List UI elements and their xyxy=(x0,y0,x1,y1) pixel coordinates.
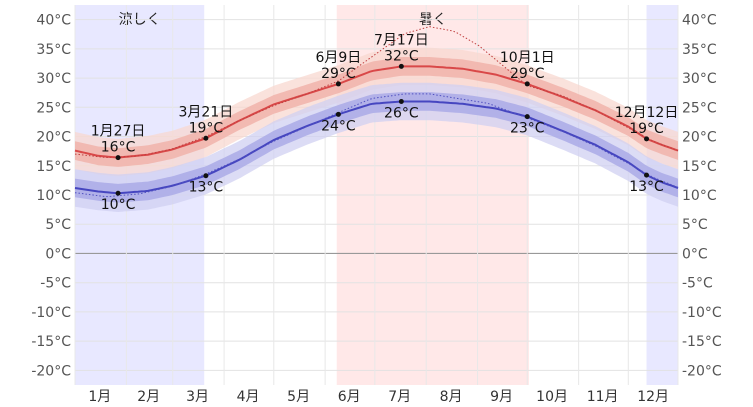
annotations: 1月27日16°C10°C3月21日19°C13°C6月9日29°C24°C7月… xyxy=(91,32,679,213)
axes: 40°C 40°C 35°C 35°C 30°C 30°C 25°C 25°C 20°C 20°C… xyxy=(31,13,722,405)
x-tick-month: 5月 xyxy=(287,389,310,405)
temperature-lines xyxy=(74,26,679,198)
annotation-date: 12月12日 xyxy=(615,105,679,121)
annotation-temp: 26°C xyxy=(384,105,419,121)
annotation-temp: 10°C xyxy=(101,197,136,213)
y-tick-left: 15°C xyxy=(36,159,71,175)
y-tick-left: 10°C xyxy=(36,188,71,204)
annotation-temp: 19°C xyxy=(189,120,224,136)
annotation-dot xyxy=(524,81,530,87)
y-tick-right: -5°C xyxy=(682,276,713,292)
y-tick-right: -10°C xyxy=(682,305,722,321)
y-tick-left: -20°C xyxy=(31,363,71,379)
x-tick-month: 10月 xyxy=(536,389,568,405)
annotation-temp: 13°C xyxy=(629,179,664,195)
x-tick-month: 3月 xyxy=(186,389,209,405)
annotation-dot xyxy=(398,63,404,69)
y-tick-left: 20°C xyxy=(36,130,71,146)
annotation-dot xyxy=(115,190,121,196)
y-tick-right: -15°C xyxy=(682,334,722,350)
x-tick-month: 12月 xyxy=(637,389,669,405)
annotation-temp: 24°C xyxy=(321,118,356,134)
annotation-date: 10月1日 xyxy=(500,50,555,66)
line-high xyxy=(74,65,679,159)
annotation-temp: 19°C xyxy=(629,121,664,137)
annotation-temp: 23°C xyxy=(510,121,545,137)
dotted-line-0 xyxy=(74,26,679,159)
y-tick-left: -15°C xyxy=(31,334,71,350)
annotation-temp: 32°C xyxy=(384,48,419,64)
y-tick-right: 5°C xyxy=(682,217,708,233)
y-tick-right: -20°C xyxy=(682,363,722,379)
y-tick-right: 25°C xyxy=(682,100,717,116)
y-tick-right: 20°C xyxy=(682,130,717,146)
y-tick-left: 35°C xyxy=(36,42,71,58)
annotation-date: 1月27日 xyxy=(91,124,146,140)
y-tick-right: 40°C xyxy=(682,13,717,29)
annotation-temp: 13°C xyxy=(189,180,224,196)
y-tick-left: 25°C xyxy=(36,100,71,116)
y-tick-left: 0°C xyxy=(45,246,71,262)
annotation-temp: 29°C xyxy=(321,66,356,82)
y-tick-left: 5°C xyxy=(45,217,71,233)
y-tick-right: 15°C xyxy=(682,159,717,175)
x-tick-month: 2月 xyxy=(137,389,160,405)
annotation-dot xyxy=(644,136,650,142)
x-tick-month: 6月 xyxy=(338,389,361,405)
annotation-dot xyxy=(335,81,341,87)
x-tick-month: 11月 xyxy=(587,389,619,405)
annotation-date: 6月9日 xyxy=(315,50,361,66)
annotation-dot xyxy=(524,114,530,120)
annotation-date: 3月21日 xyxy=(179,104,234,120)
x-tick-month: 7月 xyxy=(388,389,411,405)
annotation-temp: 16°C xyxy=(101,140,136,156)
annotation-dot xyxy=(203,173,209,179)
y-tick-right: 30°C xyxy=(682,71,717,87)
band-inner-low xyxy=(75,92,678,203)
y-tick-left: 30°C xyxy=(36,71,71,87)
annotation-dot xyxy=(115,155,121,161)
y-tick-left: 40°C xyxy=(36,13,71,29)
annotation-temp: 29°C xyxy=(510,66,545,82)
x-tick-month: 4月 xyxy=(237,389,260,405)
x-tick-month: 8月 xyxy=(440,389,463,405)
annotation-dot xyxy=(203,135,209,141)
y-tick-left: -10°C xyxy=(31,305,71,321)
annotation-dot xyxy=(335,111,341,117)
annotation-date: 7月17日 xyxy=(374,32,429,48)
y-tick-left: -5°C xyxy=(40,276,71,292)
y-tick-right: 0°C xyxy=(682,246,708,262)
x-tick-month: 9月 xyxy=(490,389,513,405)
annotation-dot xyxy=(644,172,650,178)
x-tick-month: 1月 xyxy=(88,389,111,405)
dotted-line-1 xyxy=(74,93,679,198)
annotation-dot xyxy=(398,98,404,104)
y-tick-right: 10°C xyxy=(682,188,717,204)
y-tick-right: 35°C xyxy=(682,42,717,58)
